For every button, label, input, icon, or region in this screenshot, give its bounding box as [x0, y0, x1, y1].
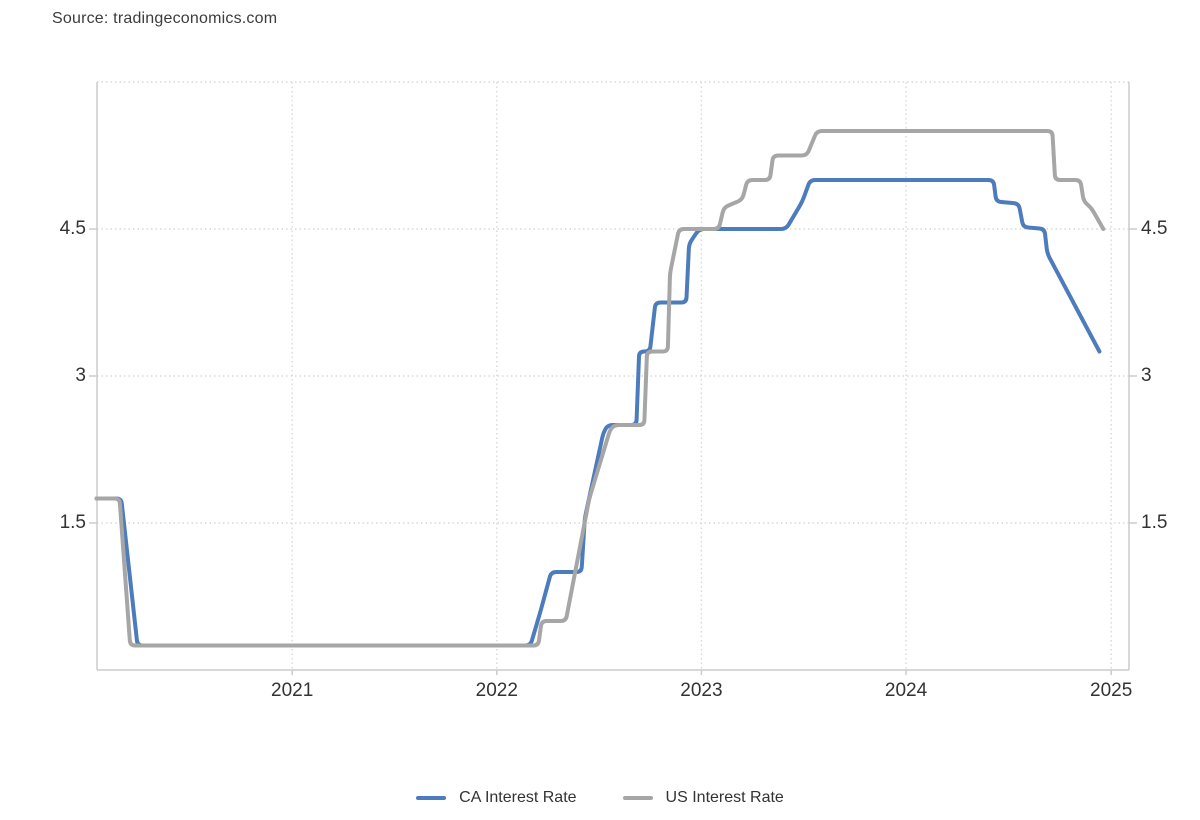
x-axis-label: 2025 [1090, 680, 1133, 701]
y-axis-label-right: 1.5 [1141, 512, 1168, 533]
y-axis-label-left: 4.5 [59, 218, 86, 239]
legend-item-ca-interest-rate[interactable]: CA Interest Rate [416, 789, 577, 807]
source-label: Source: tradingeconomics.com [52, 10, 278, 27]
legend-item-label: CA Interest Rate [459, 789, 577, 806]
y-axis-label-left: 1.5 [59, 512, 86, 533]
gridlines [97, 81, 1129, 670]
legend: CA Interest Rate US Interest Rate [0, 789, 1200, 807]
series-line-us-interest-rate [94, 129, 1106, 648]
axis-frame [89, 82, 1137, 675]
y-axis-label-right: 3 [1141, 365, 1152, 386]
x-axis-label: 2024 [884, 680, 928, 701]
legend-dash-icon [416, 796, 447, 800]
y-axis-label-right: 4.5 [1141, 218, 1168, 239]
series-line-ca-interest-rate [94, 178, 1102, 648]
y-axis-label-left: 3 [75, 365, 86, 386]
legend-item-label: US Interest Rate [665, 789, 784, 806]
legend-dash-icon [622, 796, 653, 800]
x-axis-label: 2021 [271, 680, 314, 701]
legend-item-us-interest-rate[interactable]: US Interest Rate [622, 789, 784, 807]
x-axis-label: 2022 [475, 680, 518, 701]
x-axis-label: 2023 [680, 680, 723, 701]
